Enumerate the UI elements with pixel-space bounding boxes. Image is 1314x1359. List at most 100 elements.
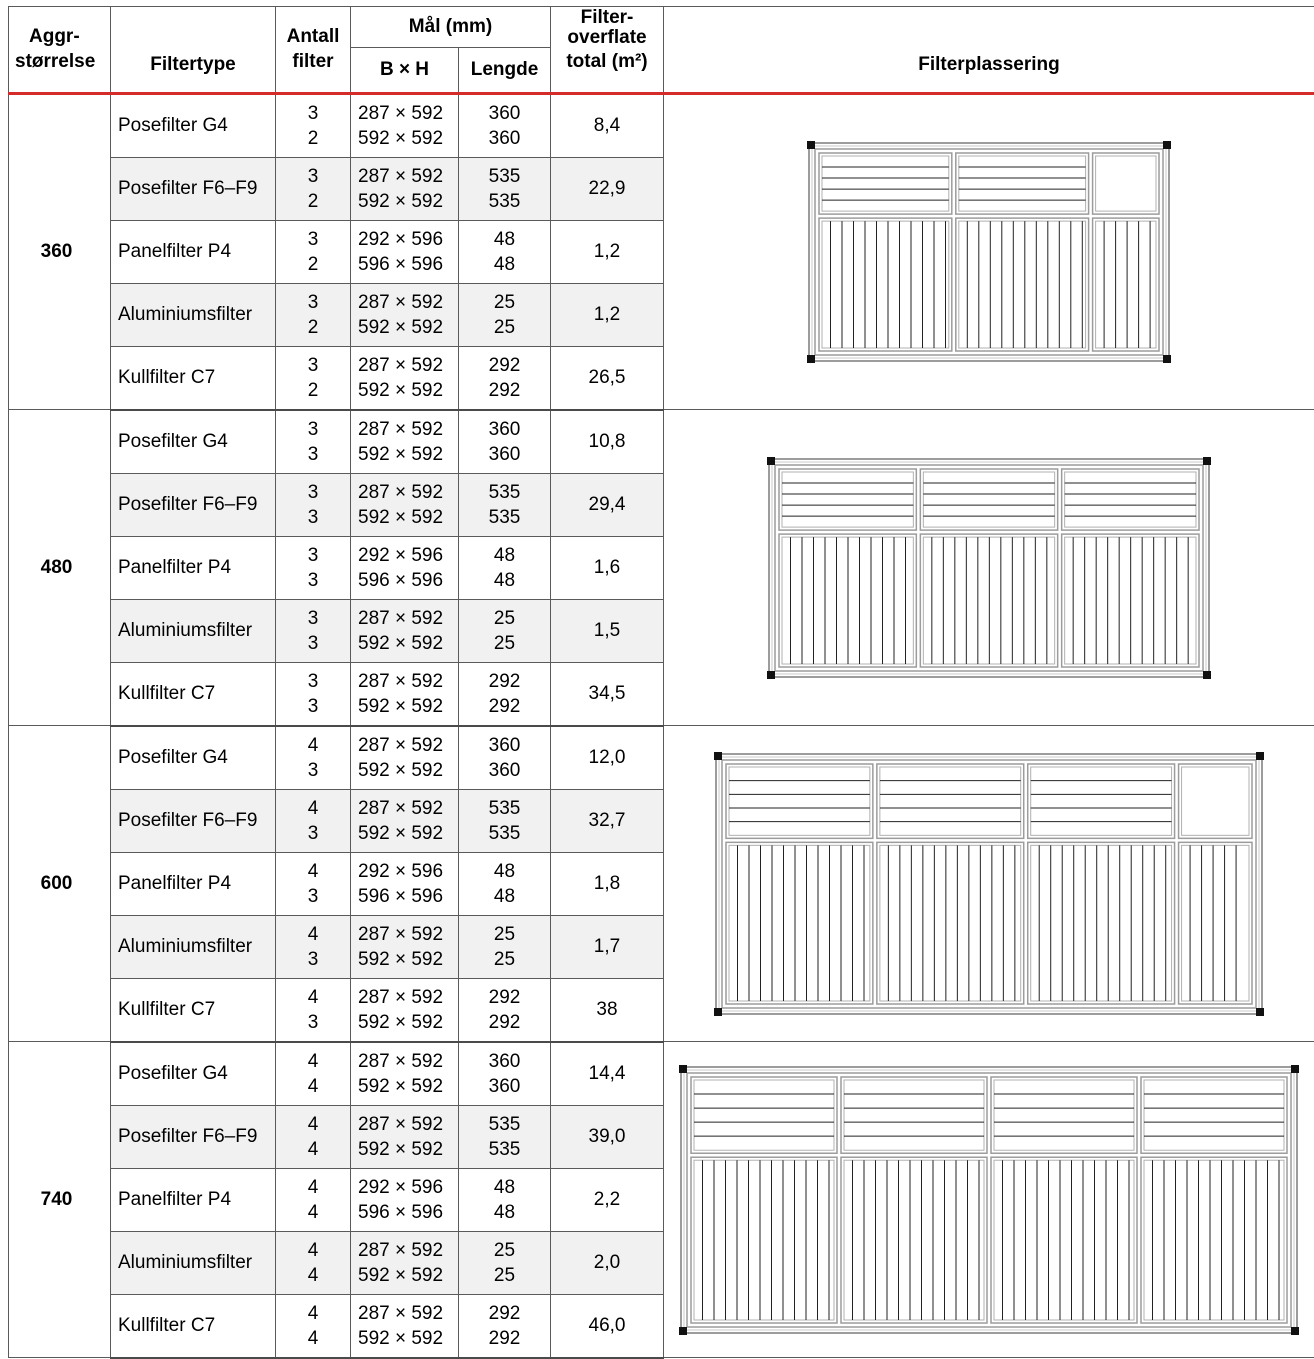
filter-area-total: 14,4 xyxy=(551,1042,664,1106)
filter-count-value: 3 xyxy=(276,417,350,442)
filter-count-value: 4 xyxy=(276,859,350,884)
filter-count-value: 4 xyxy=(276,1074,350,1099)
filter-length-value: 292 xyxy=(459,1326,550,1351)
filter-length-value: 360 xyxy=(459,442,550,467)
filter-length-value: 48 xyxy=(459,1200,550,1225)
filter-dimensions-value: 592 × 592 xyxy=(358,1010,458,1035)
filter-length-value: 535 xyxy=(459,164,550,189)
filter-dimensions-value: 287 × 592 xyxy=(358,290,458,315)
header-aggr-bottom: størrelse xyxy=(9,48,111,94)
filter-area-total: 26,5 xyxy=(551,346,664,410)
filter-type: Kullfilter C7 xyxy=(111,978,276,1042)
filter-count-value: 3 xyxy=(276,1010,350,1035)
filter-count-value: 2 xyxy=(276,189,350,214)
filter-dimensions-value: 592 × 592 xyxy=(358,1137,458,1162)
filter-area-total: 34,5 xyxy=(551,662,664,726)
filter-length-value: 25 xyxy=(459,315,550,340)
filter-area-total: 46,0 xyxy=(551,1294,664,1358)
filter-dimensions-value: 596 × 596 xyxy=(358,1200,458,1225)
header-antall: Antall xyxy=(276,7,351,48)
aggregate-size: 480 xyxy=(9,410,111,726)
panel-filter-slot xyxy=(1093,218,1159,351)
filter-type: Kullfilter C7 xyxy=(111,662,276,726)
filter-count-value: 2 xyxy=(276,378,350,403)
filter-count-value: 4 xyxy=(276,1137,350,1162)
filter-length-value: 25 xyxy=(459,290,550,315)
filter-length-value: 292 xyxy=(459,1010,550,1035)
header-flate: Filter- overflate xyxy=(551,7,664,48)
corner-bracket xyxy=(1163,141,1171,149)
filter-area-total: 32,7 xyxy=(551,789,664,852)
filter-area-total: 1,2 xyxy=(551,283,664,346)
filter-dimensions-value: 592 × 592 xyxy=(358,947,458,972)
filter-type: Posefilter G4 xyxy=(111,93,276,157)
filter-count-value: 3 xyxy=(276,227,350,252)
filter-count-value: 2 xyxy=(276,252,350,277)
corner-bracket xyxy=(767,671,775,679)
header-aggr: Aggr- xyxy=(9,7,111,48)
filter-length-value: 25 xyxy=(459,631,550,656)
bag-filter-slot xyxy=(819,153,952,214)
filter-length-value: 535 xyxy=(459,1112,550,1137)
filter-area-total: 39,0 xyxy=(551,1105,664,1168)
filter-count-value: 3 xyxy=(276,164,350,189)
corner-bracket xyxy=(1291,1065,1299,1073)
filter-type: Panelfilter P4 xyxy=(111,1168,276,1231)
filter-count-value: 4 xyxy=(276,985,350,1010)
filter-count-value: 3 xyxy=(276,694,350,719)
header-lengde: Lengde xyxy=(459,48,551,94)
filter-type: Posefilter G4 xyxy=(111,726,276,790)
header-flate-bottom: total (m²) xyxy=(551,48,664,94)
panel-filter-slot xyxy=(877,842,1024,1004)
corner-bracket xyxy=(1256,1008,1264,1016)
filter-area-total: 8,4 xyxy=(551,93,664,157)
filter-count-value: 3 xyxy=(276,505,350,530)
corner-bracket xyxy=(807,355,815,363)
filter-layout-diagram xyxy=(714,752,1264,1016)
filter-count-value: 3 xyxy=(276,442,350,467)
filter-length-value: 360 xyxy=(459,417,550,442)
filter-dimensions-value: 592 × 592 xyxy=(358,694,458,719)
filter-dimensions-value: 287 × 592 xyxy=(358,985,458,1010)
filter-layout-diagram xyxy=(767,457,1211,679)
filter-count-value: 2 xyxy=(276,315,350,340)
filter-area-total: 22,9 xyxy=(551,157,664,220)
filter-length-value: 360 xyxy=(459,126,550,151)
corner-bracket xyxy=(1203,671,1211,679)
filter-count-value: 3 xyxy=(276,631,350,656)
filter-count-value: 3 xyxy=(276,480,350,505)
corner-bracket xyxy=(767,457,775,465)
filter-count-value: 3 xyxy=(276,568,350,593)
filter-dimensions-value: 592 × 592 xyxy=(358,315,458,340)
filter-count-value: 4 xyxy=(276,796,350,821)
filter-length-value: 292 xyxy=(459,353,550,378)
filter-length-value: 25 xyxy=(459,1263,550,1288)
filter-length-value: 360 xyxy=(459,1049,550,1074)
filter-length-value: 25 xyxy=(459,606,550,631)
filter-length-value: 360 xyxy=(459,758,550,783)
filter-type: Aluminiumsfilter xyxy=(111,915,276,978)
